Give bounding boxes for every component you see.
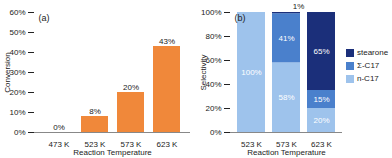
svg-text:8%: 8% [89, 107, 101, 116]
svg-text:623 K: 623 K [311, 140, 332, 150]
svg-text:100%: 100% [241, 68, 261, 77]
svg-text:0%: 0% [14, 128, 26, 137]
svg-text:80%: 80% [205, 32, 221, 41]
svg-text:573 K: 573 K [276, 140, 297, 150]
svg-text:Reaction Temperature: Reaction Temperature [247, 148, 326, 157]
svg-text:623 K: 623 K [157, 140, 179, 149]
html-text:stearone: stearone [357, 48, 389, 57]
svg-text:Selectivity: Selectivity [199, 54, 208, 90]
svg-text:20%: 20% [313, 116, 329, 125]
svg-text:41%: 41% [278, 34, 294, 43]
svg-text:60%: 60% [205, 56, 222, 66]
html-text:Σ-C17: Σ-C17 [357, 61, 380, 70]
svg-text:30%: 30% [9, 68, 26, 78]
svg-text:(a): (a) [39, 13, 50, 23]
svg-text:40%: 40% [9, 48, 26, 58]
svg-text:(b): (b) [235, 13, 246, 23]
svg-text:65%: 65% [313, 47, 329, 56]
svg-text:40%: 40% [205, 80, 222, 90]
html-text:n-C17: n-C17 [357, 74, 379, 83]
svg-text:50%: 50% [9, 28, 25, 37]
svg-text:20%: 20% [205, 104, 221, 113]
svg-text:Conversion: Conversion [3, 52, 12, 92]
svg-text:0%: 0% [53, 123, 65, 132]
svg-text:20%: 20% [9, 88, 26, 98]
svg-text:20%: 20% [123, 83, 139, 92]
svg-text:10%: 10% [9, 108, 25, 117]
svg-text:473 K: 473 K [49, 140, 71, 149]
svg-text:43%: 43% [159, 37, 175, 46]
svg-text:523 K: 523 K [84, 140, 106, 150]
svg-text:58%: 58% [278, 93, 294, 102]
svg-text:1%: 1% [293, 2, 305, 11]
svg-text:0%: 0% [210, 128, 222, 137]
svg-text:523 K: 523 K [241, 140, 262, 150]
svg-text:60%: 60% [9, 8, 25, 17]
svg-text:573 K: 573 K [120, 140, 142, 150]
svg-text:100%: 100% [201, 8, 221, 17]
svg-text:15%: 15% [313, 95, 329, 104]
svg-text:Reaction Temperature: Reaction Temperature [73, 148, 152, 157]
